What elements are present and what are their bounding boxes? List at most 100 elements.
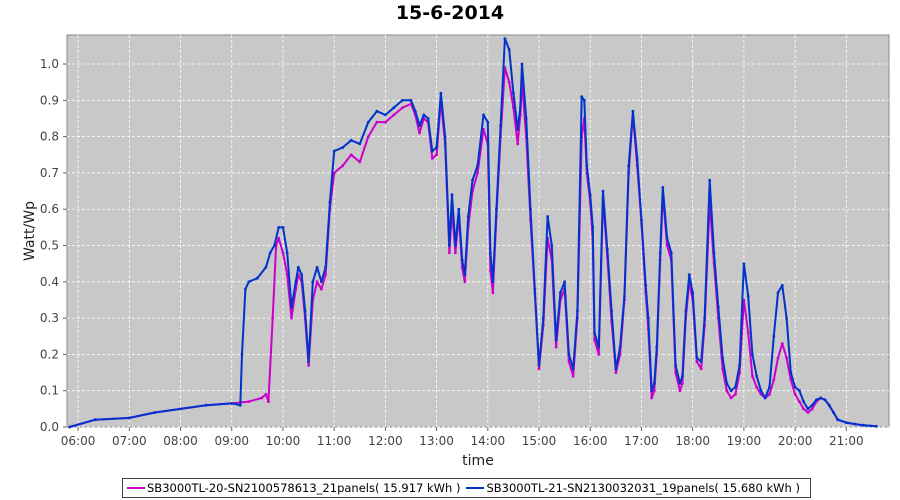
data-point bbox=[68, 425, 71, 429]
data-point bbox=[874, 424, 878, 428]
data-point bbox=[597, 345, 601, 349]
data-point bbox=[862, 423, 865, 427]
data-point bbox=[802, 400, 805, 403]
data-point bbox=[646, 316, 650, 320]
data-point bbox=[827, 403, 831, 407]
x-tick-label: 13:00 bbox=[419, 434, 454, 448]
data-point bbox=[789, 378, 793, 382]
data-point bbox=[725, 382, 729, 385]
data-point bbox=[271, 316, 275, 320]
data-point bbox=[746, 294, 750, 298]
data-point bbox=[507, 48, 511, 51]
data-point bbox=[277, 226, 281, 229]
data-point bbox=[593, 338, 596, 342]
x-tick-label: 14:00 bbox=[471, 434, 506, 448]
data-point bbox=[341, 164, 345, 168]
data-point bbox=[554, 345, 558, 349]
legend: SB3000TL-20-SN2100578613_21panels( 15.91… bbox=[122, 478, 811, 498]
data-point bbox=[384, 120, 387, 124]
data-point bbox=[375, 109, 379, 113]
data-point bbox=[746, 331, 750, 334]
x-tick-label: 21:00 bbox=[829, 434, 864, 448]
data-point bbox=[401, 106, 404, 109]
data-point bbox=[448, 251, 451, 255]
data-point bbox=[763, 396, 767, 400]
data-point bbox=[593, 331, 596, 334]
data-point bbox=[806, 407, 810, 411]
data-point bbox=[409, 98, 413, 102]
data-point bbox=[644, 284, 648, 287]
data-point bbox=[716, 305, 720, 309]
y-tick-label: 0.1 bbox=[40, 384, 59, 398]
data-point bbox=[785, 316, 788, 320]
data-point bbox=[264, 392, 268, 396]
data-point bbox=[238, 403, 242, 407]
data-point bbox=[755, 374, 759, 378]
data-point bbox=[127, 416, 131, 420]
data-point bbox=[597, 353, 601, 356]
x-tick-label: 11:00 bbox=[317, 434, 352, 448]
data-point bbox=[554, 338, 558, 342]
data-point bbox=[755, 385, 759, 389]
data-point bbox=[785, 356, 788, 360]
data-point bbox=[712, 251, 716, 255]
x-tick-label: 12:00 bbox=[368, 434, 403, 448]
data-point bbox=[454, 244, 457, 247]
data-point bbox=[476, 164, 479, 168]
data-point bbox=[341, 146, 345, 149]
data-point bbox=[315, 265, 319, 269]
data-point bbox=[614, 367, 618, 371]
data-point bbox=[742, 262, 746, 266]
data-point bbox=[571, 367, 575, 371]
data-point bbox=[413, 109, 417, 113]
data-point bbox=[541, 316, 545, 320]
data-point bbox=[832, 411, 835, 414]
y-tick-label: 0.7 bbox=[40, 166, 59, 180]
legend-label: SB3000TL-21-SN2130032031_19panels( 15.68… bbox=[486, 481, 800, 495]
data-point bbox=[703, 316, 706, 320]
data-point bbox=[580, 95, 584, 99]
y-tick-label: 0.8 bbox=[40, 130, 59, 144]
data-point bbox=[153, 411, 157, 414]
data-point bbox=[585, 164, 589, 168]
x-tick-label: 19:00 bbox=[727, 434, 762, 448]
x-tick-label: 17:00 bbox=[624, 434, 659, 448]
data-point bbox=[426, 117, 430, 120]
x-tick-label: 20:00 bbox=[778, 434, 813, 448]
data-point bbox=[610, 309, 613, 313]
data-point bbox=[559, 291, 562, 295]
data-point bbox=[661, 186, 665, 189]
x-tick-label: 07:00 bbox=[112, 434, 147, 448]
series-2 bbox=[68, 37, 878, 429]
data-point bbox=[529, 207, 532, 211]
data-point bbox=[738, 363, 741, 367]
data-point bbox=[273, 244, 276, 247]
data-point bbox=[537, 367, 541, 371]
data-point bbox=[499, 124, 502, 128]
data-point bbox=[567, 353, 571, 356]
data-point bbox=[422, 113, 426, 117]
data-point bbox=[681, 374, 684, 378]
data-point bbox=[495, 207, 498, 211]
y-tick-label: 1.0 bbox=[40, 57, 59, 71]
data-point bbox=[296, 265, 300, 269]
data-point bbox=[550, 244, 554, 247]
data-point bbox=[627, 164, 631, 168]
data-point bbox=[489, 251, 492, 255]
data-point bbox=[349, 138, 353, 142]
data-point bbox=[93, 418, 97, 422]
x-axis: 06:00 07:00 08:00 09:00 10:00 11:00 12:00 13:00… bbox=[61, 427, 864, 448]
y-tick-label: 0.5 bbox=[40, 239, 59, 253]
data-point bbox=[300, 273, 304, 276]
data-point bbox=[793, 385, 797, 389]
data-point bbox=[358, 160, 362, 164]
line-chart: 0.00.10.20.30.40.50.60.70.80.91.0 06:00 0… bbox=[22, 34, 890, 469]
data-point bbox=[582, 98, 586, 102]
data-point bbox=[448, 244, 451, 247]
legend-item: SB3000TL-20-SN2100578613_21panels( 15.91… bbox=[127, 481, 460, 495]
data-point bbox=[789, 371, 793, 374]
y-tick-label: 0.0 bbox=[40, 420, 59, 434]
data-point bbox=[375, 120, 379, 124]
data-point bbox=[491, 280, 495, 284]
data-point bbox=[734, 385, 737, 389]
